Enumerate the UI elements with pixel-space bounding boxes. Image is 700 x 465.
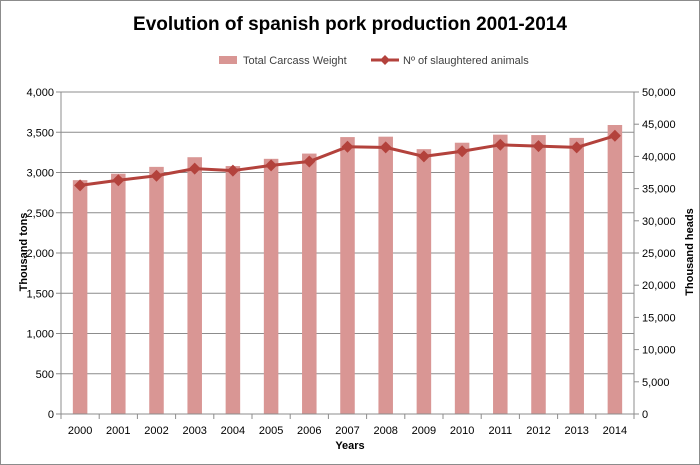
line-point bbox=[74, 179, 87, 192]
x-tick-label: 2014 bbox=[603, 425, 627, 437]
y2-tick-label: 20,000 bbox=[642, 280, 676, 292]
bar bbox=[302, 153, 317, 414]
line-point bbox=[188, 162, 201, 175]
line-point bbox=[265, 159, 278, 172]
bar bbox=[149, 166, 164, 414]
y-axis-title: Thousand tons bbox=[18, 213, 30, 292]
bar bbox=[187, 157, 202, 414]
bar bbox=[607, 125, 623, 414]
y-tick-label: 0 bbox=[48, 409, 54, 421]
bar bbox=[416, 149, 432, 414]
bar bbox=[340, 137, 355, 414]
x-tick-label: 2004 bbox=[221, 425, 245, 437]
y2-tick-label: 5,000 bbox=[642, 377, 670, 389]
y2-tick-label: 15,000 bbox=[642, 312, 676, 324]
bar bbox=[569, 137, 584, 414]
y2-tick-label: 0 bbox=[642, 409, 648, 421]
line-point bbox=[150, 169, 163, 182]
line-point bbox=[417, 150, 430, 163]
x-tick-label: 2000 bbox=[68, 425, 92, 437]
bar bbox=[263, 158, 279, 414]
y2-tick-label: 45,000 bbox=[642, 119, 676, 131]
line-series bbox=[74, 129, 621, 192]
x-tick-label: 2005 bbox=[259, 425, 283, 437]
x-tick-label: 2013 bbox=[564, 425, 588, 437]
x-tick-label: 2002 bbox=[144, 425, 168, 437]
legend: Total Carcass Weight Nº of slaughtered a… bbox=[219, 55, 529, 67]
x-tick-label: 2009 bbox=[412, 425, 436, 437]
line-point bbox=[494, 138, 507, 151]
x-tick-label: 2003 bbox=[182, 425, 206, 437]
bar bbox=[72, 180, 88, 414]
line-point bbox=[379, 141, 392, 154]
line-point bbox=[303, 155, 316, 168]
x-tick-label: 2006 bbox=[297, 425, 321, 437]
y-tick-label: 500 bbox=[36, 369, 54, 381]
line-point bbox=[226, 164, 239, 177]
y2-tick-label: 25,000 bbox=[642, 248, 676, 260]
x-axis-ticks: 2000 2001 2002 2003 2004 2005 2006 2007 2008 2009… bbox=[60, 414, 635, 437]
y2-axis-title: Thousand heads bbox=[684, 208, 696, 295]
y-tick-label: 4,000 bbox=[26, 87, 54, 99]
bar bbox=[378, 136, 393, 415]
legend-marker-icon bbox=[380, 55, 390, 65]
x-tick-label: 2011 bbox=[488, 425, 512, 437]
bar bbox=[531, 135, 546, 414]
bar-series bbox=[72, 125, 623, 415]
y-tick-label: 2,500 bbox=[26, 208, 54, 220]
y2-tick-label: 50,000 bbox=[642, 87, 676, 99]
left-axis-ticks: 0 500 1,000 1,500 2,000 2,500 3,000 3,500 4,000 bbox=[26, 87, 61, 421]
y-tick-label: 2,000 bbox=[26, 248, 54, 260]
chart-title: Evolution of spanish pork production 200… bbox=[133, 14, 567, 35]
bar bbox=[454, 142, 470, 414]
line-point bbox=[532, 140, 545, 153]
y2-tick-label: 35,000 bbox=[642, 184, 676, 196]
line-point bbox=[570, 141, 583, 154]
x-tick-label: 2007 bbox=[335, 425, 359, 437]
x-axis-title: Years bbox=[335, 440, 364, 452]
y2-tick-label: 30,000 bbox=[642, 216, 676, 228]
legend-bar-swatch bbox=[219, 56, 237, 64]
bar bbox=[493, 134, 508, 415]
y-tick-label: 3,000 bbox=[26, 168, 54, 180]
legend-line-label: Nº of slaughtered animals bbox=[403, 55, 529, 67]
y-tick-label: 3,500 bbox=[26, 127, 54, 139]
line-point bbox=[341, 140, 354, 153]
bar bbox=[111, 173, 126, 414]
x-tick-label: 2001 bbox=[106, 425, 130, 437]
line-point bbox=[456, 145, 469, 158]
y2-tick-label: 40,000 bbox=[642, 151, 676, 163]
y-tick-label: 1,500 bbox=[26, 288, 54, 300]
right-axis-ticks: 0 5,000 10,000 15,000 20,000 25,000 30,000 35,0… bbox=[634, 87, 676, 421]
x-tick-label: 2010 bbox=[450, 425, 474, 437]
line-point bbox=[608, 129, 621, 142]
y-tick-label: 1,000 bbox=[26, 329, 54, 341]
x-tick-label: 2008 bbox=[373, 425, 397, 437]
bar bbox=[225, 166, 241, 414]
legend-bar-label: Total Carcass Weight bbox=[243, 55, 347, 67]
x-tick-label: 2012 bbox=[526, 425, 550, 437]
line-point bbox=[112, 174, 125, 187]
y2-tick-label: 10,000 bbox=[642, 345, 676, 357]
